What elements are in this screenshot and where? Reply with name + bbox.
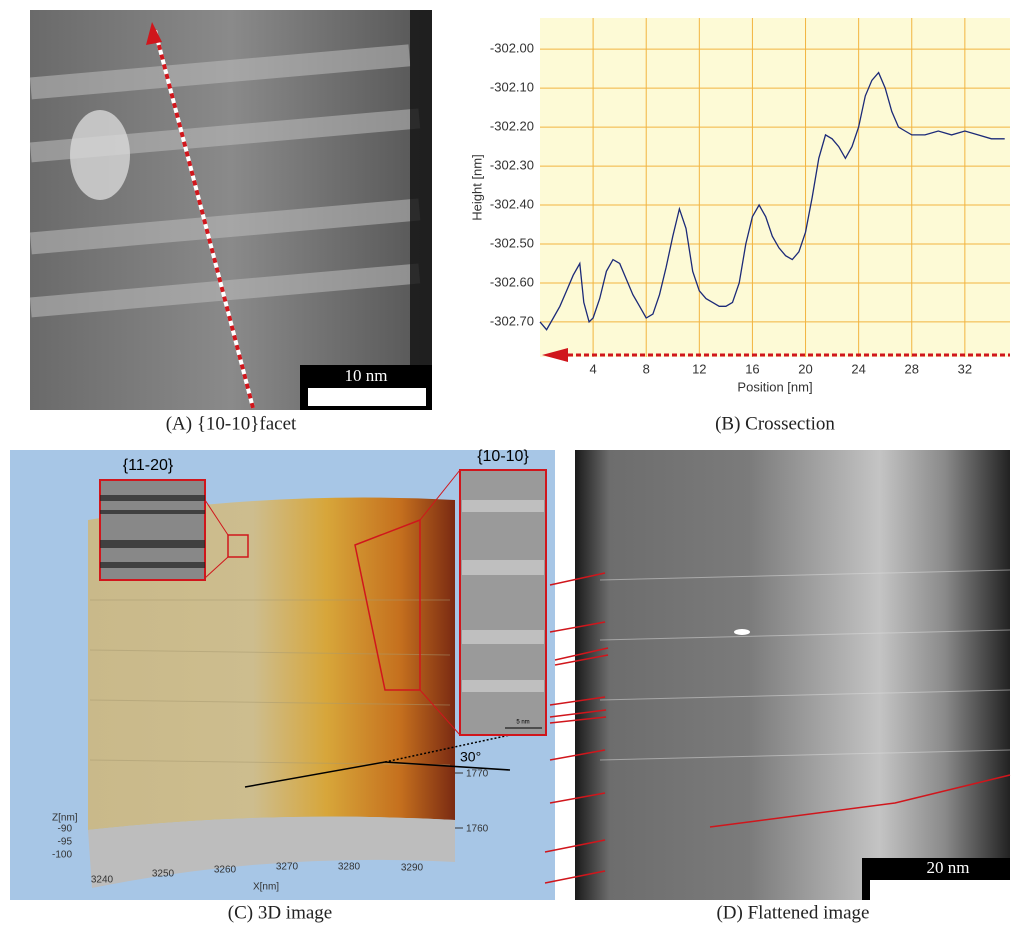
x-tick-label: 12	[692, 361, 706, 376]
scale-bar-label: 10 nm	[345, 366, 388, 385]
x-tick-label: 3260	[214, 865, 237, 876]
caption: (A) {10-10}facet	[166, 413, 297, 434]
caption: (D) Flattened image	[716, 902, 869, 923]
panel-c: 30° {11-20} 5 nm {10-10} 1770 1760 Z[nm]…	[10, 448, 555, 923]
inset-label: {11-20}	[123, 457, 174, 474]
y-tick-label: 1770	[466, 769, 489, 780]
z-tick-label: -90	[58, 824, 73, 835]
y-tick-label: -302.50	[490, 235, 534, 250]
y-tick-label: -302.00	[490, 41, 534, 56]
panel-a: 10 nm (A) {10-10}facet	[30, 10, 432, 434]
stm-image	[575, 450, 1010, 900]
x-tick-label: 8	[643, 361, 650, 376]
z-tick-label: -100	[52, 850, 72, 861]
scale-bar-label: 20 nm	[927, 858, 970, 877]
z-tick-label: -95	[58, 837, 73, 848]
inset-label: {10-10}	[477, 448, 529, 465]
z-label: Z[nm]	[52, 813, 78, 824]
y-tick-label: 1760	[466, 824, 489, 835]
y-tick-label: -302.20	[490, 119, 534, 134]
y-tick-label: -302.30	[490, 158, 534, 173]
x-tick-label: 3240	[91, 875, 114, 886]
x-tick-label: 24	[851, 361, 865, 376]
x-tick-label: 3280	[338, 862, 361, 873]
panel-d: 20 nm (D) Flattened image	[545, 450, 1010, 923]
y-tick-label: -302.60	[490, 274, 534, 289]
y-tick-label: -302.10	[490, 80, 534, 95]
angle-label: 30°	[460, 749, 481, 765]
plot-area	[540, 18, 1010, 357]
x-tick-label: 28	[905, 361, 919, 376]
y-tick-label: -302.40	[490, 196, 534, 211]
x-tick-label: 4	[589, 361, 596, 376]
x-axis-label: Position [nm]	[737, 379, 812, 394]
y-axis-label: Height [nm]	[469, 154, 484, 220]
figure: 10 nm (A) {10-10}facet -302.00-302.10-30…	[0, 0, 1013, 926]
x-tick-label: 3290	[401, 863, 424, 874]
x-label: X[nm]	[253, 882, 279, 893]
caption: (B) Crossection	[715, 413, 835, 434]
x-tick-label: 3270	[276, 862, 299, 873]
panel-b: -302.00 -302.10 -302.20 -302.30 -302.40 -302.…	[469, 18, 1010, 394]
x-tick-label: 20	[798, 361, 812, 376]
caption: (C) 3D image	[228, 902, 332, 923]
inset-scale: 5 nm	[516, 720, 529, 726]
y-tick-label: -302.70	[490, 313, 534, 328]
x-tick-label: 32	[958, 361, 972, 376]
x-tick-label: 16	[745, 361, 759, 376]
x-tick-label: 3250	[152, 869, 175, 880]
